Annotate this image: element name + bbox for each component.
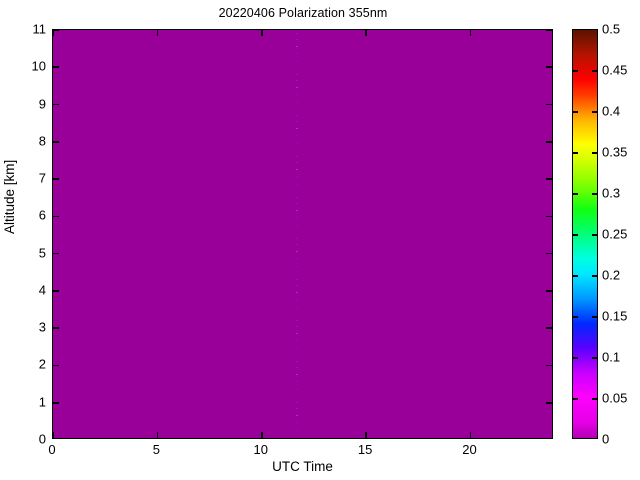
colorbar-tick-mark xyxy=(573,234,578,236)
x-tick-mark xyxy=(260,30,263,36)
x-tick-mark xyxy=(156,30,159,36)
noisy-column-artifact xyxy=(296,30,299,438)
y-axis-label: Altitude [km] xyxy=(2,159,17,234)
colorbar-tick-label: 0.3 xyxy=(602,185,621,201)
colorbar-tick-mark xyxy=(573,152,578,154)
y-tick-label: 3 xyxy=(38,319,46,335)
colorbar-tick-mark xyxy=(592,193,597,195)
colorbar-tick-mark xyxy=(573,111,578,113)
colorbar-tick-mark xyxy=(573,193,578,195)
colorbar-tick-label: 0.2 xyxy=(602,267,621,283)
colorbar-tick-mark xyxy=(573,357,578,359)
colorbar-tick-label: 0.35 xyxy=(602,144,628,160)
x-tick-mark xyxy=(469,30,472,36)
colorbar-tick-label: 0.15 xyxy=(602,308,628,324)
colorbar-tick-mark xyxy=(592,70,597,72)
colorbar-tick-mark xyxy=(573,275,578,277)
colorbar-tick-mark xyxy=(573,316,578,318)
y-tick-mark xyxy=(546,364,552,367)
heatmap-axes[interactable] xyxy=(52,29,553,439)
colorbar-tick-label: 0.45 xyxy=(602,62,628,78)
y-tick-mark xyxy=(53,178,59,180)
colorbar-tick-mark xyxy=(592,398,597,400)
y-tick-mark xyxy=(53,327,59,329)
y-tick-label: 10 xyxy=(31,58,46,74)
x-tick-label: 15 xyxy=(357,442,373,457)
x-tick-mark xyxy=(365,30,367,36)
colorbar-tick-label: 0.1 xyxy=(602,349,621,365)
y-tick-mark xyxy=(546,215,552,218)
colorbar-tick-label: 0.4 xyxy=(602,103,621,119)
y-tick-mark xyxy=(53,364,59,367)
colorbar-gradient xyxy=(573,30,597,438)
y-tick-label: 5 xyxy=(38,245,46,261)
y-tick-mark xyxy=(53,30,59,31)
colorbar-tick-mark xyxy=(592,275,597,277)
heatmap-surface xyxy=(53,30,552,438)
y-tick-label: 0 xyxy=(38,431,46,447)
colorbar-tick-mark xyxy=(573,70,578,72)
y-tick-mark xyxy=(546,252,552,255)
y-tick-mark xyxy=(546,290,552,292)
x-tick-mark xyxy=(156,432,159,438)
y-tick-label: 1 xyxy=(38,394,46,410)
y-tick-label: 8 xyxy=(38,133,46,149)
x-tick-label: 5 xyxy=(152,442,160,457)
x-tick-mark xyxy=(53,432,54,438)
y-tick-mark xyxy=(53,290,59,292)
x-tick-mark xyxy=(365,432,367,438)
colorbar-tick-label: 0.5 xyxy=(602,21,621,37)
y-tick-mark xyxy=(546,141,552,143)
y-tick-label: 7 xyxy=(38,170,46,186)
y-tick-label: 4 xyxy=(38,282,46,298)
x-tick-label: 10 xyxy=(253,442,268,457)
chart-title: 20220406 Polarization 355nm xyxy=(218,6,388,20)
y-tick-label: 9 xyxy=(38,96,46,112)
y-tick-mark xyxy=(53,103,59,106)
y-tick-mark xyxy=(53,215,59,218)
x-tick-mark xyxy=(260,432,263,438)
y-tick-mark xyxy=(53,141,59,143)
colorbar-tick-mark xyxy=(592,152,597,154)
y-tick-mark xyxy=(546,401,552,404)
x-tick-mark xyxy=(53,30,54,36)
colorbar-tick-mark xyxy=(592,111,597,113)
y-tick-mark xyxy=(546,178,552,180)
colorbar[interactable] xyxy=(572,29,598,439)
y-tick-mark xyxy=(53,66,59,69)
y-tick-mark xyxy=(546,30,552,31)
x-tick-mark xyxy=(469,432,472,438)
y-tick-label: 11 xyxy=(32,21,47,37)
colorbar-tick-mark xyxy=(573,398,578,400)
y-tick-mark xyxy=(546,66,552,69)
y-tick-label: 6 xyxy=(38,207,46,223)
x-tick-label: 20 xyxy=(462,442,477,457)
y-tick-label: 2 xyxy=(38,356,46,372)
colorbar-tick-mark xyxy=(592,316,597,318)
y-tick-mark xyxy=(53,401,59,404)
colorbar-tick-mark xyxy=(592,234,597,236)
colorbar-tick-label: 0.25 xyxy=(602,226,628,242)
y-tick-mark xyxy=(53,252,59,255)
colorbar-tick-label: 0.05 xyxy=(602,390,628,406)
x-tick-label: 0 xyxy=(48,442,56,457)
colorbar-tick-label: 0 xyxy=(602,431,610,447)
y-tick-mark xyxy=(546,103,552,106)
x-axis-label: UTC Time xyxy=(272,459,333,474)
colorbar-tick-mark xyxy=(592,357,597,359)
y-tick-mark xyxy=(546,327,552,329)
